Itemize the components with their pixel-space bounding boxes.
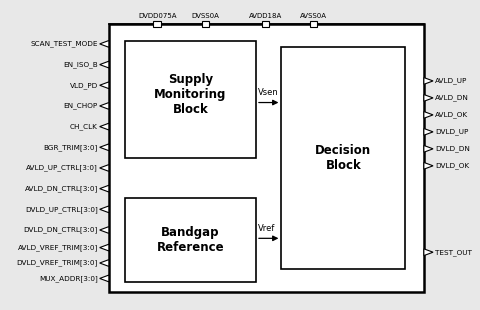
Polygon shape xyxy=(100,275,109,282)
Bar xyxy=(154,21,161,27)
Polygon shape xyxy=(100,244,109,251)
Polygon shape xyxy=(424,78,433,84)
Text: Bandgap
Reference: Bandgap Reference xyxy=(156,226,224,254)
Polygon shape xyxy=(424,128,433,135)
Text: Vsen: Vsen xyxy=(258,88,279,97)
Bar xyxy=(125,198,256,281)
Bar xyxy=(125,41,256,158)
Text: AVLD_UP: AVLD_UP xyxy=(435,78,467,84)
Polygon shape xyxy=(100,144,109,151)
Polygon shape xyxy=(100,61,109,68)
Text: VLD_PD: VLD_PD xyxy=(70,82,98,89)
Text: AVDD18A: AVDD18A xyxy=(249,13,282,19)
Polygon shape xyxy=(100,82,109,89)
Bar xyxy=(281,47,406,269)
Polygon shape xyxy=(100,259,109,266)
Text: DVSS0A: DVSS0A xyxy=(192,13,219,19)
Polygon shape xyxy=(100,185,109,192)
Polygon shape xyxy=(100,123,109,130)
Text: EN_CHOP: EN_CHOP xyxy=(63,103,98,109)
Text: DVLD_VREF_TRIM[3:0]: DVLD_VREF_TRIM[3:0] xyxy=(17,260,98,266)
Polygon shape xyxy=(424,162,433,169)
Text: CH_CLK: CH_CLK xyxy=(70,123,98,130)
Polygon shape xyxy=(100,165,109,171)
Polygon shape xyxy=(424,249,433,256)
Text: AVSS0A: AVSS0A xyxy=(300,13,327,19)
Bar xyxy=(262,21,269,27)
Text: AVLD_DN_CTRL[3:0]: AVLD_DN_CTRL[3:0] xyxy=(24,185,98,192)
Bar xyxy=(310,21,317,27)
Text: AVLD_UP_CTRL[3:0]: AVLD_UP_CTRL[3:0] xyxy=(26,165,98,171)
Text: AVLD_DN: AVLD_DN xyxy=(435,95,469,101)
Text: Vref: Vref xyxy=(258,224,276,233)
Polygon shape xyxy=(100,206,109,213)
Text: SCAN_TEST_MODE: SCAN_TEST_MODE xyxy=(30,41,98,47)
Text: DVLD_DN: DVLD_DN xyxy=(435,145,470,152)
Bar xyxy=(109,24,424,292)
Text: TEST_OUT: TEST_OUT xyxy=(435,249,472,255)
Text: MUX_ADDR[3:0]: MUX_ADDR[3:0] xyxy=(39,275,98,282)
Text: DVLD_UP_CTRL[3:0]: DVLD_UP_CTRL[3:0] xyxy=(25,206,98,213)
Text: AVLD_OK: AVLD_OK xyxy=(435,112,468,118)
Bar xyxy=(202,21,209,27)
Text: AVLD_VREF_TRIM[3:0]: AVLD_VREF_TRIM[3:0] xyxy=(18,244,98,251)
Text: Decision
Block: Decision Block xyxy=(315,144,372,172)
Text: DVLD_OK: DVLD_OK xyxy=(435,162,469,169)
Text: DVLD_UP: DVLD_UP xyxy=(435,128,468,135)
Text: Supply
Monitoring
Block: Supply Monitoring Block xyxy=(154,73,227,116)
Polygon shape xyxy=(100,41,109,47)
Polygon shape xyxy=(424,95,433,101)
Polygon shape xyxy=(100,103,109,109)
Text: DVDD075A: DVDD075A xyxy=(138,13,177,19)
Text: DVLD_DN_CTRL[3:0]: DVLD_DN_CTRL[3:0] xyxy=(24,227,98,233)
Polygon shape xyxy=(100,227,109,233)
Polygon shape xyxy=(424,145,433,152)
Polygon shape xyxy=(424,112,433,118)
Text: BGR_TRIM[3:0]: BGR_TRIM[3:0] xyxy=(44,144,98,151)
Text: EN_ISO_B: EN_ISO_B xyxy=(63,61,98,68)
